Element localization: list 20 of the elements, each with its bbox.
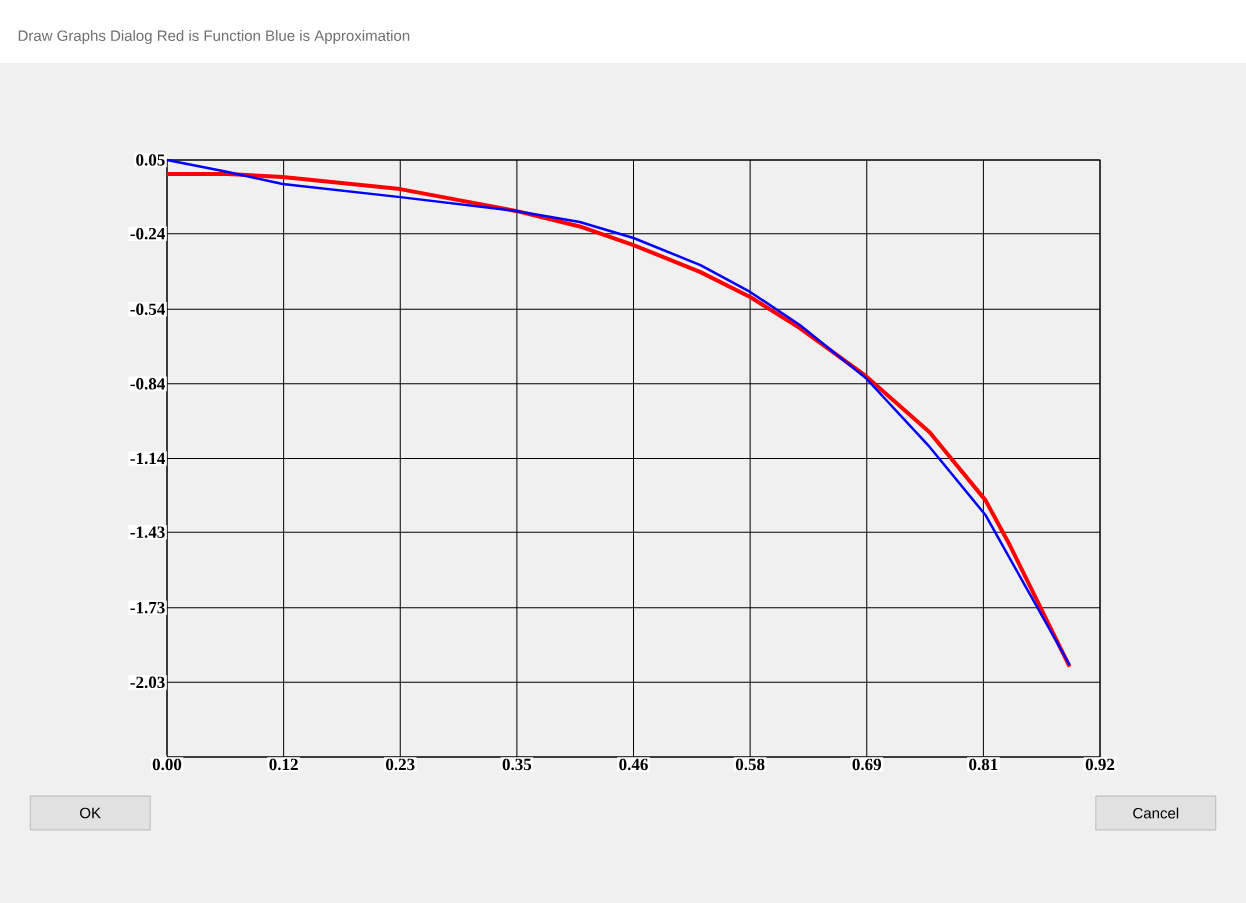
x-tick-label: 0.92 bbox=[1085, 758, 1115, 771]
x-tick-label: 0.58 bbox=[735, 758, 765, 771]
y-tick-label: -0.24 bbox=[130, 227, 165, 240]
y-tick-label: -2.03 bbox=[130, 676, 165, 689]
y-tick-label: 0.05 bbox=[136, 154, 165, 166]
text: OK bbox=[80, 807, 101, 819]
y-tick-label: -1.14 bbox=[130, 452, 165, 465]
text: Cancel bbox=[1133, 807, 1179, 819]
x-tick-label: 0.69 bbox=[852, 758, 882, 771]
chart-title: Draw Graphs Dialog Red is Function Blue is Approximation bbox=[18, 30, 410, 44]
x-tick-label: 0.46 bbox=[619, 758, 648, 771]
x-tick-label: 0.81 bbox=[969, 758, 998, 771]
x-tick-label: 0.35 bbox=[502, 758, 532, 771]
x-tick-label: 0.12 bbox=[269, 758, 298, 771]
y-tick-label: -0.84 bbox=[130, 378, 165, 390]
x-tick-label: 0.00 bbox=[152, 758, 182, 771]
y-tick-label: -1.73 bbox=[130, 601, 165, 614]
y-tick-label: -0.54 bbox=[130, 303, 165, 316]
y-tick-label: -1.43 bbox=[130, 526, 165, 538]
x-tick-label: 0.23 bbox=[386, 758, 415, 771]
